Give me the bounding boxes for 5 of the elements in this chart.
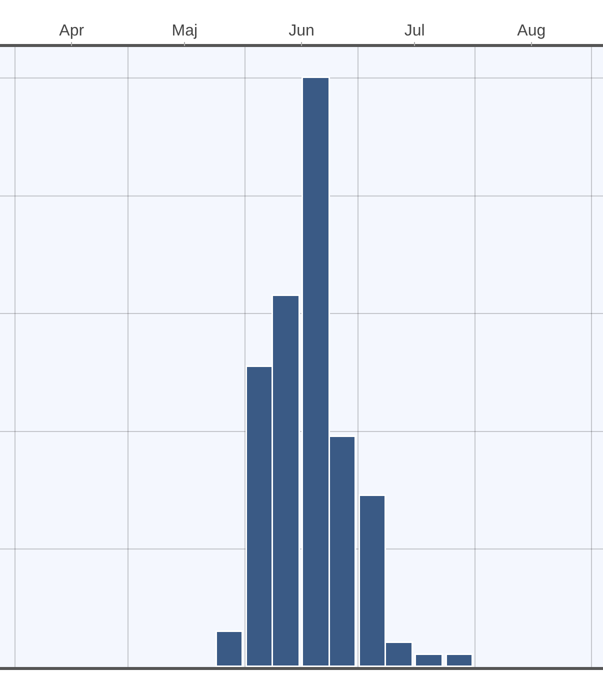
x-tick-label: Jul: [404, 22, 425, 40]
x-tick-label: Jun: [288, 22, 314, 40]
x-tick-label: Maj: [172, 22, 198, 40]
x-tick-label: Aug: [517, 22, 546, 40]
x-tick-label: Apr: [59, 22, 85, 40]
